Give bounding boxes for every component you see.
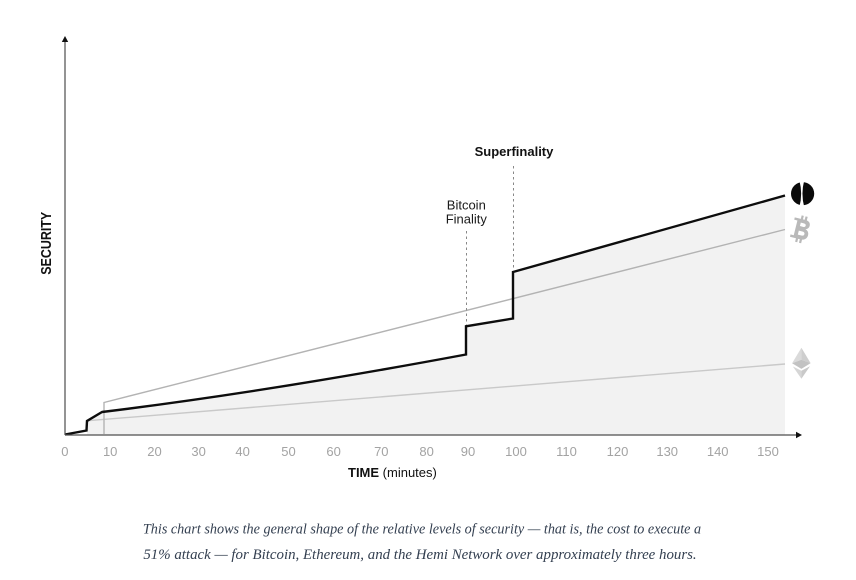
svg-text:TIME (minutes): TIME (minutes) bbox=[348, 465, 437, 480]
svg-text:130: 130 bbox=[656, 444, 678, 459]
svg-text:70: 70 bbox=[374, 444, 388, 459]
svg-text:10: 10 bbox=[103, 444, 117, 459]
svg-text:110: 110 bbox=[556, 444, 577, 459]
svg-text:This chart shows the general s: This chart shows the general shape of th… bbox=[143, 522, 701, 538]
svg-text:50: 50 bbox=[281, 444, 295, 459]
svg-text:150: 150 bbox=[757, 444, 779, 459]
svg-text:Bitcoin: Bitcoin bbox=[447, 197, 486, 212]
svg-text:SECURITY: SECURITY bbox=[38, 212, 55, 275]
svg-text:30: 30 bbox=[191, 444, 205, 459]
svg-text:51% attack — for Bitcoin, Ethe: 51% attack — for Bitcoin, Ethereum, and … bbox=[143, 547, 696, 563]
svg-text:0: 0 bbox=[61, 444, 68, 459]
svg-text:90: 90 bbox=[461, 444, 475, 459]
svg-text:100: 100 bbox=[505, 444, 527, 459]
svg-text:20: 20 bbox=[147, 444, 161, 459]
svg-text:60: 60 bbox=[326, 444, 340, 459]
svg-text:40: 40 bbox=[235, 444, 249, 459]
svg-text:80: 80 bbox=[419, 444, 433, 459]
svg-text:Finality: Finality bbox=[446, 211, 488, 226]
svg-text:140: 140 bbox=[707, 444, 729, 459]
svg-text:120: 120 bbox=[607, 444, 629, 459]
svg-text:Superfinality: Superfinality bbox=[475, 144, 555, 159]
